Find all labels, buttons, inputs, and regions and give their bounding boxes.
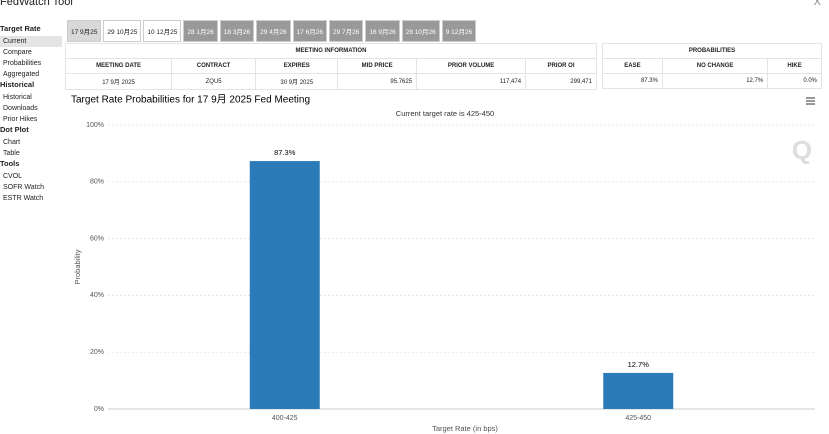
y-tick-label: 40% <box>90 292 104 299</box>
close-button[interactable]: X <box>813 0 821 8</box>
meeting-tab[interactable]: 29 10月25 <box>103 20 142 42</box>
column-header: HIKE <box>767 58 822 74</box>
sidebar-item[interactable]: Compare <box>3 49 32 56</box>
column-header: PRIOR VOLUME <box>416 58 527 74</box>
chart-title: Target Rate Probabilities for 17 9月 2025… <box>71 94 310 106</box>
sidebar-heading: Dot Plot <box>0 125 29 134</box>
cell: 87.3% <box>602 73 663 89</box>
column-header: PRIOR OI <box>525 58 597 74</box>
sidebar-item[interactable]: CVOL <box>3 173 23 180</box>
cell: ZQU5 <box>171 73 257 90</box>
meeting-tab[interactable]: 28 1月26 <box>183 20 218 42</box>
sidebar-section: Historical Historical Downloads Prior Hikes <box>0 80 62 125</box>
data-label: 12.7% <box>628 360 650 369</box>
title-row: PROBABILITIES <box>602 43 822 59</box>
meeting-info-table: MEETING INFORMATION MEETING DATE CONTRACT E… <box>64 43 597 90</box>
y-tick-label: 80% <box>90 179 104 186</box>
column-header: CONTRACT <box>171 58 257 74</box>
cell: 0.0% <box>767 73 822 89</box>
cell: 12.7% <box>661 73 769 89</box>
meeting-tab[interactable]: 16 9月26 <box>365 20 400 42</box>
sidebar-section: Dot Plot Chart Table <box>0 125 62 159</box>
data-label: 87.3% <box>274 148 296 157</box>
meeting-tab[interactable]: 29 7月26 <box>328 20 364 42</box>
x-tick-label: 400-425 <box>272 415 298 422</box>
y-tick-label: 60% <box>90 235 104 242</box>
sidebar-heading: Tools <box>0 159 20 168</box>
watermark: Q <box>792 135 812 165</box>
x-tick-label: 425-450 <box>625 415 651 422</box>
sidebar-item[interactable]: SOFR Watch <box>3 184 44 191</box>
x-axis-label: Target Rate (in bps) <box>432 424 498 433</box>
meeting-tabs: 17 9月25 29 10月25 10 12月25 28 1月26 18 3月26 29 … <box>67 20 477 42</box>
table-title: PROBABILITIES <box>602 43 822 59</box>
meeting-tab[interactable]: 9 12月26 <box>441 20 477 42</box>
window-title: FedWatch Tool <box>0 0 73 8</box>
sidebar-item[interactable]: Table <box>3 150 20 157</box>
sidebar-item[interactable]: Chart <box>3 139 21 146</box>
column-header: NO CHANGE <box>661 58 769 74</box>
sidebar-heading: Target Rate <box>0 24 41 33</box>
header-row: MEETING DATE CONTRACT EXPIRES MID PRICE PRIO… <box>64 58 597 74</box>
column-header: EASE <box>602 58 663 74</box>
y-tick-label: 100% <box>86 122 104 129</box>
cell: 95.7625 <box>337 73 418 90</box>
bar <box>603 372 674 409</box>
cell: 117,474 <box>416 73 527 90</box>
sidebar-item[interactable]: Aggregated <box>3 71 40 78</box>
column-header: EXPIRES <box>255 58 339 74</box>
sidebar-item[interactable]: Current <box>0 36 62 47</box>
meeting-tab[interactable]: 17 9月25 <box>67 20 102 42</box>
chart: Target Rate Probabilities for 17 9月 2025… <box>65 90 822 434</box>
sidebar-item[interactable]: Prior Hikes <box>3 116 38 123</box>
sidebar: Target Rate Current Compare Probabilities Ag… <box>0 24 62 204</box>
meeting-tab[interactable]: 10 12月25 <box>143 20 182 42</box>
table-title: MEETING INFORMATION <box>65 43 597 59</box>
chart-subtitle: Current target rate is 425-450 <box>396 109 494 118</box>
y-tick-label: 0% <box>94 406 104 413</box>
y-axis-label: Probability <box>73 249 82 284</box>
sidebar-item[interactable]: Historical <box>3 94 32 101</box>
header-row: EASE NO CHANGE HIKE <box>602 58 822 74</box>
column-header: MEETING DATE <box>64 58 173 74</box>
data-row: 17 9月 2025 ZQU5 30 9月 2025 95.7625 117,474 29… <box>64 73 597 90</box>
sidebar-item[interactable]: Probabilities <box>3 60 42 67</box>
cell: 30 9月 2025 <box>255 73 339 90</box>
meeting-tab[interactable]: 18 3月26 <box>219 20 255 42</box>
sidebar-section: Target Rate Current Compare Probabilities Ag… <box>0 24 62 80</box>
sidebar-section: Tools CVOL SOFR Watch ESTR Watch <box>0 159 62 204</box>
bar <box>249 161 320 409</box>
column-header: MID PRICE <box>337 58 418 74</box>
sidebar-item[interactable]: Downloads <box>3 105 38 112</box>
probabilities-table: PROBABILITIES EASE NO CHANGE HIKE 87.3% 12.7%… <box>602 43 822 89</box>
meeting-tab[interactable]: 28 10月26 <box>401 20 440 42</box>
meeting-tab[interactable]: 29 4月26 <box>256 20 291 42</box>
title-row: MEETING INFORMATION <box>65 43 597 59</box>
cell: 299,471 <box>525 73 597 90</box>
menu-icon[interactable] <box>806 97 815 105</box>
chart-bg <box>65 90 822 434</box>
sidebar-heading: Historical <box>0 80 35 89</box>
y-tick-label: 20% <box>90 349 104 356</box>
cell: 17 9月 2025 <box>64 73 173 90</box>
data-row: 87.3% 12.7% 0.0% <box>602 73 822 89</box>
sidebar-item[interactable]: ESTR Watch <box>3 195 44 202</box>
meeting-tab[interactable]: 17 6月26 <box>292 20 327 42</box>
